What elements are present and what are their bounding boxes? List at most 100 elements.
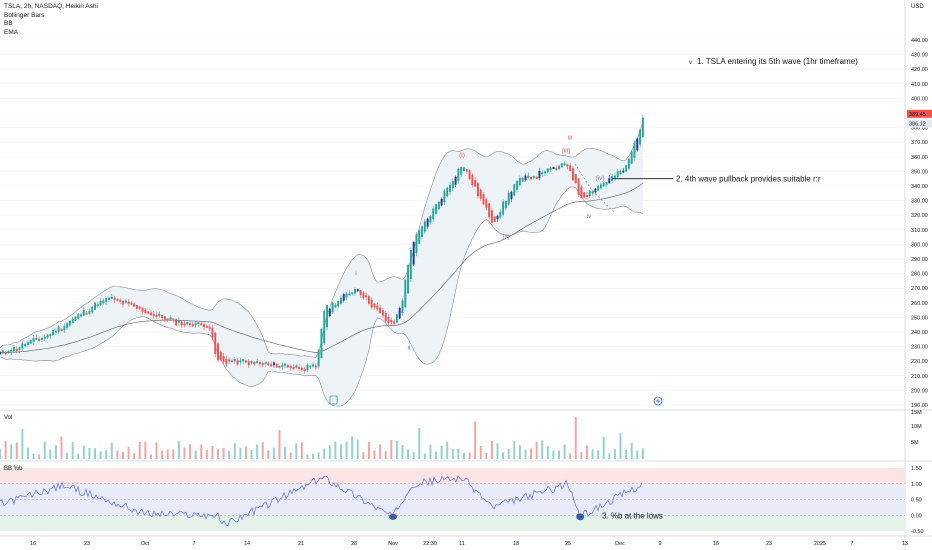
candle-body bbox=[82, 309, 85, 316]
volume-bar bbox=[328, 445, 331, 459]
candle-body bbox=[502, 201, 505, 215]
volume-bar bbox=[362, 452, 365, 459]
candle-body bbox=[309, 365, 312, 368]
wave-label: i bbox=[355, 270, 356, 277]
candle-body bbox=[250, 360, 253, 364]
candle-body bbox=[585, 195, 588, 198]
candle-body bbox=[158, 313, 161, 316]
candle-body bbox=[116, 298, 119, 301]
candle-body bbox=[49, 334, 52, 337]
candle-body bbox=[203, 324, 206, 328]
volume-bar bbox=[267, 450, 270, 459]
candle-body bbox=[219, 351, 222, 361]
volume-bar bbox=[356, 439, 359, 459]
volume-bar bbox=[457, 448, 460, 459]
price-tick-label: 350.00 bbox=[911, 169, 928, 175]
candle-body bbox=[163, 316, 166, 321]
candle-body bbox=[544, 171, 547, 174]
candle-body bbox=[594, 188, 597, 193]
volume-bar bbox=[300, 442, 303, 459]
volume-bar bbox=[71, 441, 74, 459]
volume-bar bbox=[340, 444, 342, 459]
candle-body bbox=[418, 230, 421, 244]
candle-body bbox=[105, 297, 108, 302]
candle-body bbox=[365, 295, 368, 298]
candle-body bbox=[518, 177, 521, 186]
candle-body bbox=[351, 292, 354, 295]
candle-body bbox=[38, 338, 41, 341]
price-tick-label: 340.00 bbox=[911, 184, 928, 190]
volume-bar bbox=[468, 452, 471, 459]
volume-bar bbox=[4, 441, 7, 459]
volume-bar bbox=[94, 448, 97, 459]
price-tick-label: 380.00 bbox=[911, 126, 928, 132]
volume-bar bbox=[625, 449, 628, 459]
pct-b-tick-label: 1.50 bbox=[911, 466, 922, 472]
volume-bar bbox=[630, 442, 633, 459]
volume-bar bbox=[384, 451, 387, 459]
candle-body bbox=[1, 350, 4, 354]
prev-price-text: 386.12 bbox=[909, 122, 926, 128]
volume-bar bbox=[379, 444, 382, 459]
volume-bar bbox=[200, 444, 203, 459]
volume-bar bbox=[312, 453, 315, 459]
candle-body bbox=[141, 307, 144, 312]
volume-bar bbox=[217, 449, 219, 459]
volume-bar bbox=[395, 441, 398, 459]
candle-body bbox=[228, 359, 231, 362]
volume-bar bbox=[189, 444, 192, 459]
candle-body bbox=[381, 310, 384, 316]
candle-body bbox=[197, 322, 200, 325]
candle-body bbox=[432, 208, 435, 220]
candle-body bbox=[21, 343, 24, 349]
candle-body bbox=[222, 356, 225, 362]
volume-bar bbox=[641, 448, 644, 459]
candle-body bbox=[272, 362, 275, 366]
candle-body bbox=[340, 297, 342, 304]
candle-body bbox=[46, 334, 49, 338]
candle-body bbox=[348, 293, 351, 296]
volume-bar bbox=[485, 452, 488, 459]
pct-b-tick-label: 0.00 bbox=[911, 513, 922, 519]
volume-bar bbox=[166, 449, 169, 459]
candle-body bbox=[300, 367, 303, 370]
candle-body bbox=[26, 342, 29, 345]
volume-bar bbox=[323, 448, 326, 459]
last-price-text: 389.45 bbox=[909, 112, 926, 118]
time-tick-label: 16 bbox=[30, 541, 36, 547]
time-tick-label: 23 bbox=[84, 541, 90, 547]
time-tick-label: 28 bbox=[351, 541, 357, 547]
prev-price-badge bbox=[907, 119, 932, 128]
candle-body bbox=[574, 174, 577, 183]
candle-body bbox=[214, 332, 217, 355]
volume-bar bbox=[194, 450, 197, 459]
volume-bar bbox=[233, 443, 236, 459]
candle-body bbox=[253, 362, 256, 365]
time-tick-label: 18 bbox=[513, 541, 519, 547]
volume-bar bbox=[144, 441, 147, 459]
candle-body bbox=[7, 350, 10, 353]
volume-bar bbox=[563, 444, 566, 459]
wave-label: iv bbox=[587, 213, 592, 220]
candle-body bbox=[541, 172, 544, 175]
time-tick-label: 7 bbox=[192, 541, 195, 547]
candle-body bbox=[457, 168, 460, 181]
volume-bar bbox=[390, 440, 393, 459]
annotation-3: 3. %b at the lows bbox=[602, 511, 663, 520]
candle-body bbox=[152, 313, 155, 316]
candle-body bbox=[217, 343, 219, 361]
legend-symbol: TSLA, 2h, NASDAQ, Heikin Ashi bbox=[4, 3, 98, 10]
volume-pane bbox=[0, 416, 644, 459]
price-tick-label: 320.00 bbox=[911, 213, 928, 219]
candle-body bbox=[66, 323, 69, 328]
time-tick-label: 9 bbox=[658, 541, 661, 547]
candle-body bbox=[270, 364, 273, 367]
candle-body bbox=[205, 325, 208, 328]
candle-body bbox=[35, 337, 38, 340]
add-event-icon bbox=[653, 396, 663, 406]
candle-body bbox=[577, 178, 580, 195]
candle-body bbox=[0, 352, 1, 355]
candle-body bbox=[124, 300, 127, 303]
volume-bar bbox=[502, 452, 505, 459]
